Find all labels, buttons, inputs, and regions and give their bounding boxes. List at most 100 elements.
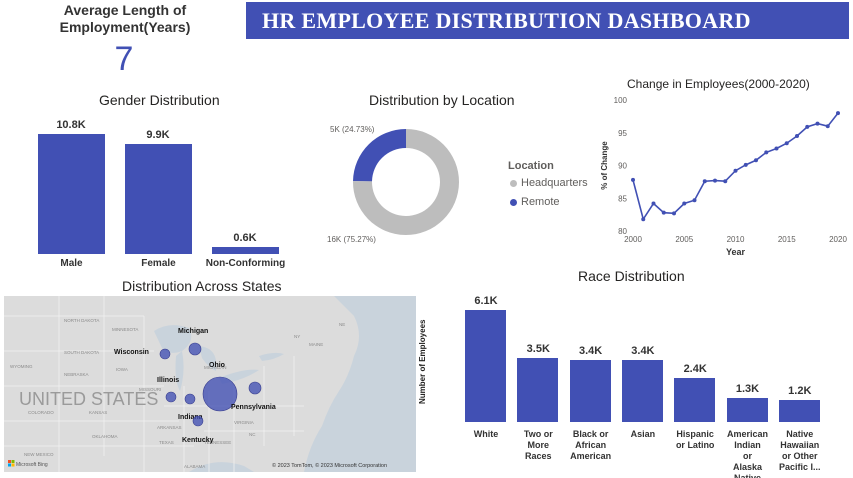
headquarters-slice-label: 16K (75.27%) [327,235,376,244]
race-bar-value: 1.2K [788,384,812,397]
gender-bar-category: Female [141,258,176,269]
change-chart-title: Change in Employees(2000-2020) [627,77,810,91]
state-bubble-label: Michigan [178,328,208,335]
state-bubble[interactable] [202,376,238,412]
line-point[interactable] [795,134,799,139]
race-category-line: Hawaiian [780,440,820,450]
race-category-line: American [726,429,769,439]
map-state-label: TEXAS [159,440,174,445]
legend-item-headquarters[interactable]: Headquarters [510,177,588,189]
map-state-labels: NORTH DAKOTA SOUTH DAKOTA MINNESOTA WYOMING… [10,318,345,469]
line-point[interactable] [764,150,769,155]
donut-slice-headquarters[interactable] [353,129,459,235]
line-point[interactable] [631,177,635,182]
state-bubble[interactable] [159,348,171,360]
line-point[interactable] [774,146,779,151]
states-bubble-map[interactable]: NORTH DAKOTA SOUTH DAKOTA MINNESOTA WYOMING… [4,296,416,472]
line-point[interactable] [805,124,810,129]
map-state-label: WYOMING [10,364,33,369]
lake-superior [154,325,192,353]
map-state-label: ALABAMA [184,464,205,469]
race-bar[interactable] [465,310,506,422]
map-state-label: MICHIGAN [204,365,227,370]
state-bubble-label: Pennsylvania [231,404,276,411]
race-bar-category: White [461,429,511,440]
map-state-label: MAINE [309,342,323,347]
line-point[interactable] [754,158,758,163]
headquarters-legend-icon [510,179,517,187]
race-category-line: American [570,451,612,461]
race-bar-category: Two or More Races [513,429,563,462]
line-point[interactable] [815,121,820,126]
lake-michigan [175,351,184,391]
line-point[interactable] [682,201,687,206]
gulf-water [189,462,254,472]
gender-bar[interactable] [212,247,279,254]
line-point[interactable] [733,168,738,173]
legend-label-headquarters: Headquarters [521,177,588,189]
state-bubble[interactable] [192,415,204,427]
race-category-line: or Other [782,451,818,461]
state-bubble-label: Indiana [178,414,203,421]
line-point[interactable] [825,124,830,129]
line-point[interactable] [672,211,676,216]
map-state-label: VIRGINIA [234,420,254,425]
state-bubble[interactable] [248,381,262,395]
race-category-line: Native [786,429,814,439]
x-tick-label: 2000 [624,235,642,244]
gender-bar-category: Male [60,258,83,269]
x-tick-label: 2005 [675,235,693,244]
race-bar-chart[interactable]: 6.1K White 3.5K Two or More Races 3.4K Black or… [455,290,850,478]
line-point[interactable] [836,111,840,116]
state-bubble-label: Wisconsin [114,349,149,356]
state-bubble-label: Illinois [157,377,179,384]
race-bar-value: 2.4K [683,362,707,375]
line-point[interactable] [713,178,717,183]
line-point[interactable] [723,179,728,184]
states-map-title: Distribution Across States [122,278,282,294]
state-bubble[interactable] [184,393,196,405]
line-point[interactable] [651,201,656,206]
line-point[interactable] [641,217,646,222]
race-category-line: Hispanic [676,429,714,439]
legend-label-remote: Remote [521,196,560,208]
race-bar[interactable] [726,398,768,422]
gender-bar[interactable] [38,134,105,254]
race-bar[interactable] [569,359,611,422]
state-bubble-label: Kentucky [182,437,214,444]
race-bar[interactable] [674,377,716,422]
race-bar-value: 3.4K [631,344,655,357]
race-bar[interactable] [517,357,559,422]
state-bubble[interactable] [165,391,177,403]
gender-bar-chart[interactable]: 10.8K Male 9.9K Female 0.6K Non-Conforming [30,112,290,272]
dashboard-title: HR EMPLOYEE DISTRIBUTION DASHBOARD [246,2,849,39]
race-bar[interactable] [621,359,663,422]
race-category-line: or Latino [675,440,715,450]
y-axis-label: % of Change [600,141,609,190]
location-chart-title: Distribution by Location [369,92,515,108]
race-bar-value: 1.3K [735,383,760,396]
race-bar[interactable] [778,399,820,422]
location-legend-title: Location [508,160,554,172]
line-point[interactable] [743,162,748,167]
race-y-axis-label: Number of Employees [418,319,427,404]
line-point[interactable] [661,210,666,215]
line-point[interactable] [702,179,707,184]
x-axis-label: Year [726,247,746,257]
gender-chart-title: Gender Distribution [99,92,220,108]
line-point[interactable] [692,198,697,203]
y-tick-label: 80 [618,227,627,236]
map-state-label: NORTH DAKOTA [64,318,99,323]
x-tick-label: 2020 [829,235,847,244]
gender-bar[interactable] [125,144,192,254]
y-tick-label: 95 [618,129,627,138]
state-bubble[interactable] [188,342,202,356]
location-donut-chart[interactable] [300,112,500,252]
line-point[interactable] [784,141,789,146]
gender-bar-value: 9.9K [146,129,170,141]
kpi-value: 7 [114,40,134,78]
race-bar-category: Black or African American [566,429,616,462]
employee-change-line-chart[interactable]: 80 85 90 95 100 2000 2005 2010 2015 2020 Year % of … [595,92,850,262]
donut-slice-remote[interactable] [353,129,406,182]
legend-item-remote[interactable]: Remote [510,196,560,208]
